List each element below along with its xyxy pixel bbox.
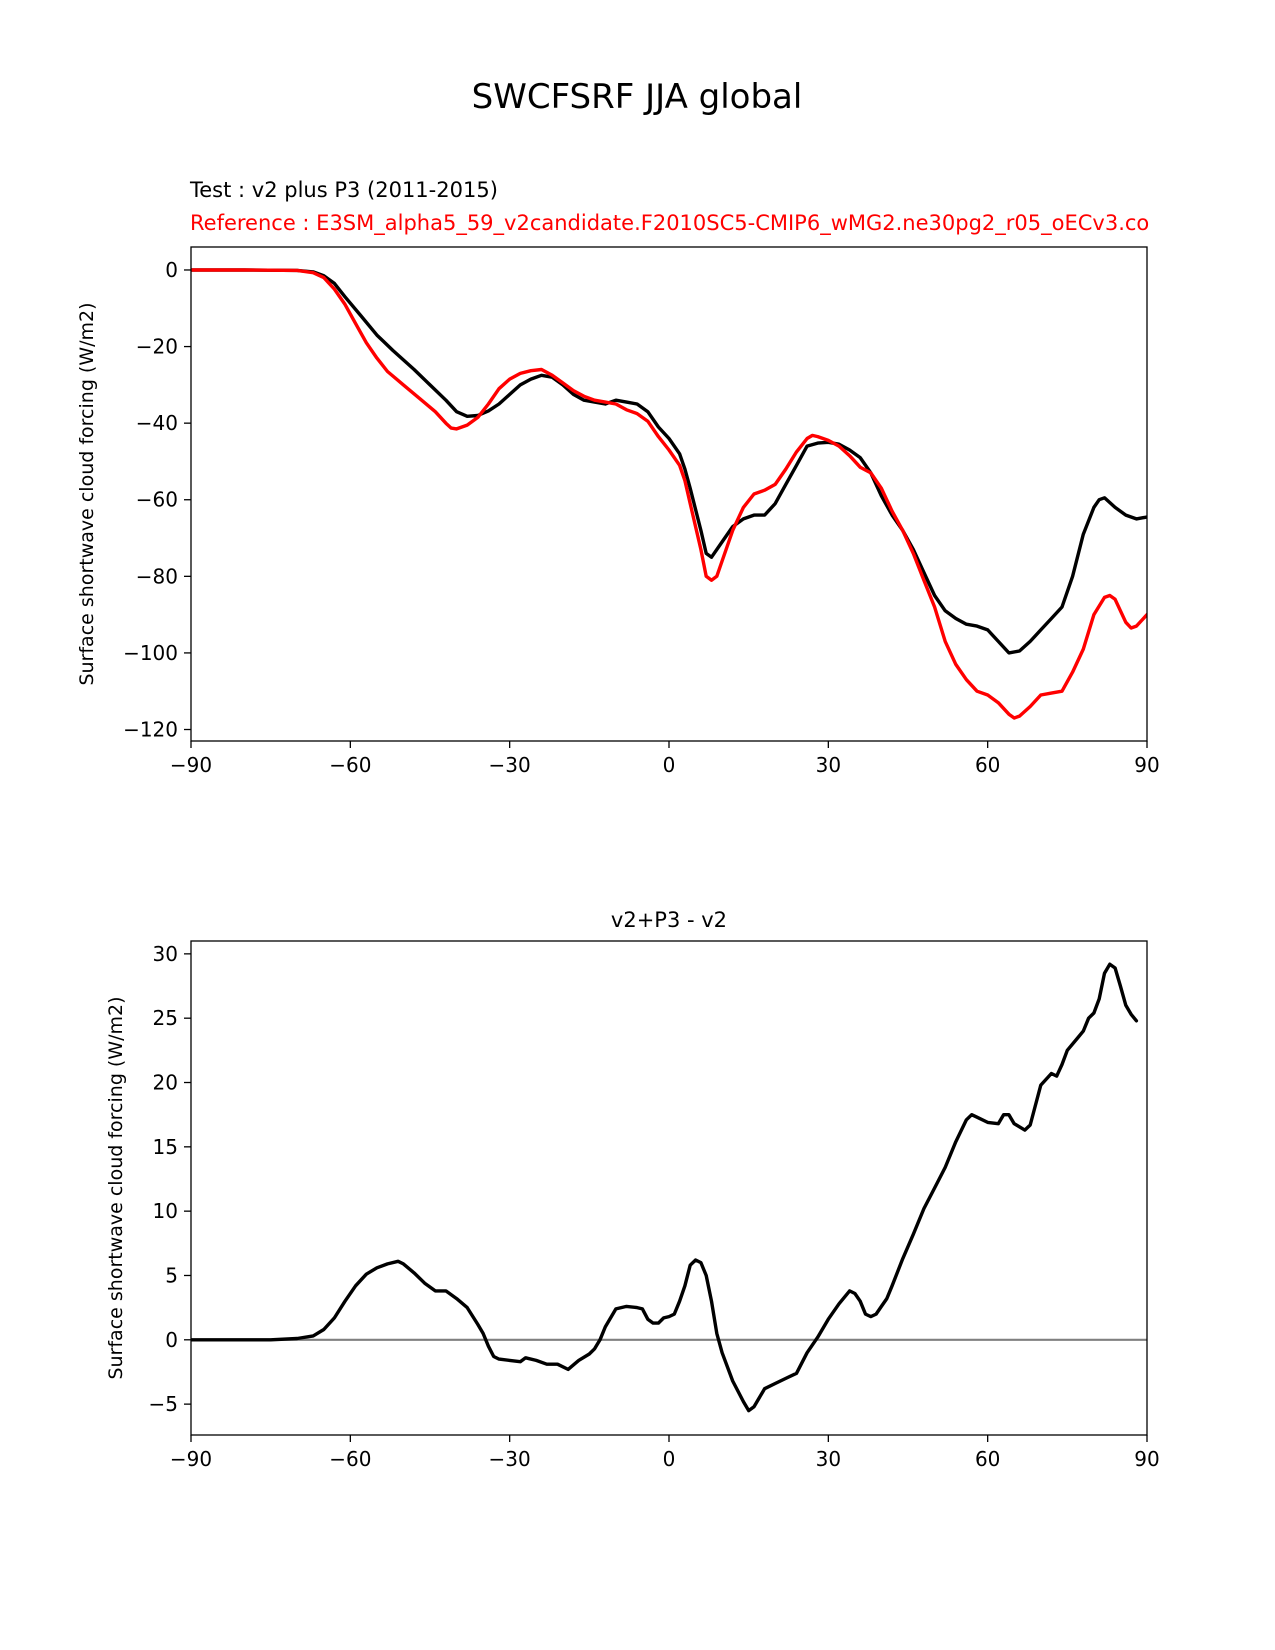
y-tick-label: −100 — [123, 641, 178, 665]
y-tick-label: 20 — [153, 1071, 178, 1095]
x-tick-label: 0 — [663, 753, 676, 777]
reference-label: Reference : E3SM_alpha5_59_v2candidate.F… — [190, 211, 1149, 236]
y-tick-label: −120 — [123, 718, 178, 742]
y-tick-label: 0 — [165, 1328, 178, 1352]
axes-frame — [190, 246, 1148, 742]
y-tick-label: 5 — [165, 1263, 178, 1287]
x-tick-label: −90 — [170, 753, 212, 777]
y-tick-label: 0 — [165, 258, 178, 282]
axes-frame — [190, 940, 1148, 1436]
series-line-1 — [191, 268, 1147, 720]
bottom-panel: −90 −60 −30 0 30 60 90 30 25 20 15 10 5 0 −5 Surface sh… — [105, 940, 1160, 1471]
y-tick-label: 30 — [153, 942, 178, 966]
x-tick-label: 60 — [975, 753, 1000, 777]
x-tick-label: 60 — [975, 1447, 1000, 1471]
bottom-panel-title: v2+P3 - v2 — [611, 908, 727, 932]
x-tick-label: 90 — [1134, 753, 1159, 777]
x-tick-label: −90 — [170, 1447, 212, 1471]
y-tick-label: −5 — [149, 1392, 178, 1416]
x-tick-label: −30 — [489, 753, 531, 777]
top-panel: −90 −60 −30 0 30 60 90 0 −20 −40 −60 −80 −100 −120 Sur… — [76, 246, 1160, 777]
x-tick-label: −30 — [489, 1447, 531, 1471]
y-tick-label: −80 — [136, 564, 178, 588]
series-line-0 — [191, 268, 1147, 655]
series-line-0 — [191, 962, 1139, 1413]
x-tick-label: 0 — [663, 1447, 676, 1471]
y-tick-label: 25 — [153, 1006, 178, 1030]
x-tick-label: 30 — [816, 1447, 841, 1471]
x-tick-label: 90 — [1134, 1447, 1159, 1471]
y-tick-label: −20 — [136, 335, 178, 359]
y-tick-label: 10 — [153, 1199, 178, 1223]
y-tick-label: 15 — [153, 1135, 178, 1159]
test-label: Test : v2 plus P3 (2011-2015) — [189, 178, 498, 202]
y-tick-label: −60 — [136, 488, 178, 512]
x-tick-label: −60 — [329, 1447, 371, 1471]
y-axis-label: Surface shortwave cloud forcing (W/m2) — [105, 996, 127, 1379]
x-tick-label: −60 — [329, 753, 371, 777]
figure-title: SWCFSRF JJA global — [472, 77, 803, 117]
y-tick-label: −40 — [136, 411, 178, 435]
y-axis-label: Surface shortwave cloud forcing (W/m2) — [76, 302, 98, 685]
x-tick-label: 30 — [816, 753, 841, 777]
